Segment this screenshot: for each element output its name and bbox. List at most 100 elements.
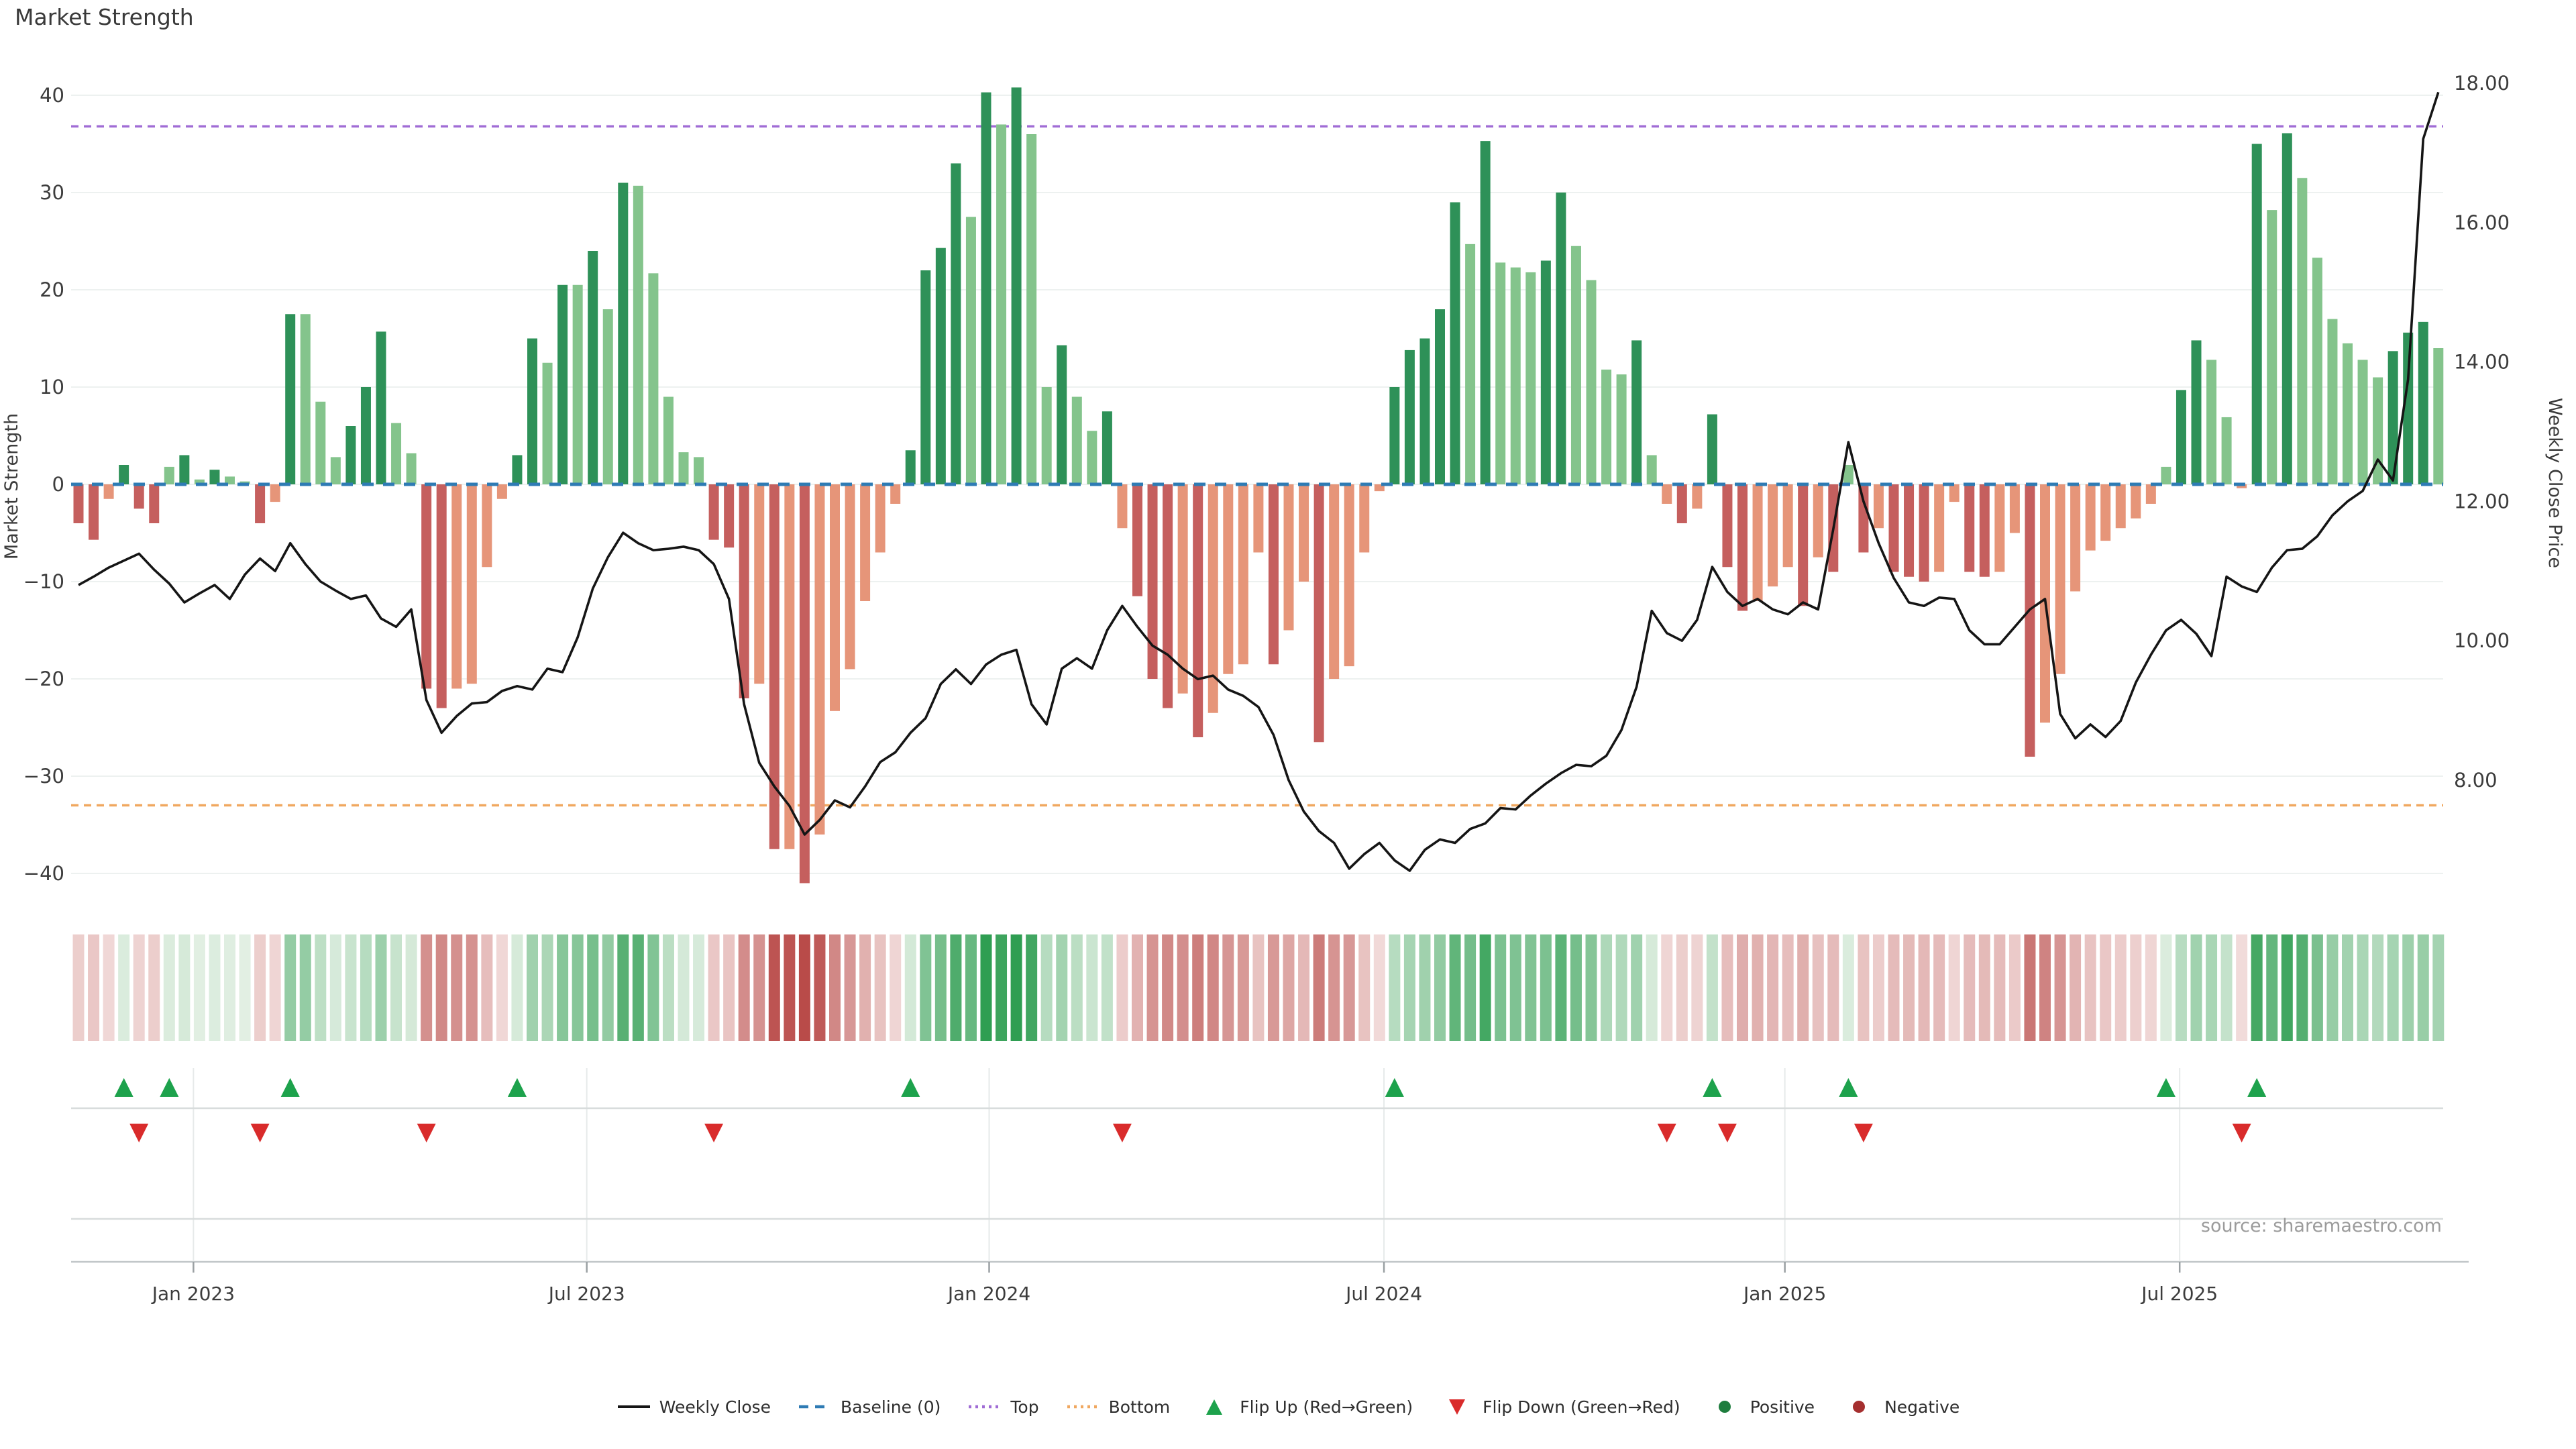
strength-bar bbox=[981, 92, 991, 484]
left-axis: 40 30 20 10 0 −10 −20 −30 −40 Market Strength bbox=[1, 84, 64, 885]
strength-bar bbox=[2357, 360, 2368, 484]
strength-bar bbox=[2025, 484, 2035, 757]
heatmap-cell bbox=[2084, 934, 2096, 1041]
strength-bar bbox=[209, 470, 220, 484]
strength-bar bbox=[1238, 484, 1248, 665]
heatmap-cell bbox=[1509, 934, 1521, 1041]
strength-bar bbox=[2403, 332, 2414, 484]
strength-bar bbox=[1646, 455, 1657, 484]
strength-bar bbox=[1934, 484, 1945, 572]
strength-bar bbox=[1193, 484, 1203, 737]
strength-bar bbox=[663, 396, 674, 484]
flip-up-marker bbox=[1385, 1078, 1404, 1097]
heatmap-cell bbox=[178, 934, 191, 1041]
heatmap-cell bbox=[1858, 934, 1870, 1041]
left-axis-tick-label: −10 bbox=[23, 570, 64, 593]
strength-bar bbox=[1495, 262, 1506, 484]
heatmap-cell bbox=[511, 934, 523, 1041]
strength-bar bbox=[2327, 319, 2338, 484]
heatmap-cell bbox=[1525, 934, 1537, 1041]
heatmap-cell bbox=[1555, 934, 1567, 1041]
strength-bar bbox=[875, 484, 885, 553]
heatmap-cell bbox=[1373, 934, 1385, 1041]
strength-bar bbox=[1813, 484, 1823, 557]
strength-bar bbox=[1087, 431, 1097, 484]
strength-bar bbox=[799, 484, 810, 883]
legend-item-1: Baseline (0) bbox=[798, 1397, 941, 1417]
strength-bar bbox=[1888, 484, 1899, 572]
flip-down-marker bbox=[1717, 1124, 1737, 1142]
heatmap-cell bbox=[753, 934, 765, 1041]
legend-label: Flip Down (Green→Red) bbox=[1483, 1397, 1680, 1417]
heatmap-cell bbox=[1903, 934, 1915, 1041]
heatmap-cell bbox=[1601, 934, 1613, 1041]
heatmap-cell bbox=[1495, 934, 1507, 1041]
flip-up-marker bbox=[901, 1078, 920, 1097]
heatmap-cell bbox=[798, 934, 810, 1041]
strength-bar bbox=[2176, 390, 2186, 484]
strength-bar bbox=[345, 426, 356, 484]
legend-label: Weekly Close bbox=[659, 1397, 771, 1417]
heatmap-cell bbox=[405, 934, 417, 1041]
heatmap-strip bbox=[72, 934, 2445, 1041]
strength-bar bbox=[1465, 244, 1476, 484]
heatmap-cell bbox=[1267, 934, 1279, 1041]
heatmap-cell bbox=[2039, 934, 2051, 1041]
strength-bar bbox=[512, 455, 523, 484]
strength-bar bbox=[1268, 484, 1279, 665]
heatmap-cell bbox=[1040, 934, 1053, 1041]
left-axis-tick-label: −20 bbox=[23, 667, 64, 690]
strength-bar bbox=[1601, 369, 1612, 484]
heatmap-cell bbox=[1146, 934, 1159, 1041]
strength-bar bbox=[1283, 484, 1294, 631]
left-axis-tick-label: 0 bbox=[52, 473, 64, 496]
strength-bar bbox=[1586, 280, 1597, 484]
weekly-close-line bbox=[78, 91, 2440, 872]
heatmap-cell bbox=[1721, 934, 1733, 1041]
heatmap-cell bbox=[2024, 934, 2036, 1041]
strength-bar bbox=[1994, 484, 2005, 572]
dot-legend-swatch bbox=[1853, 1401, 1866, 1413]
right-axis-tick-label: 8.00 bbox=[2454, 769, 2498, 792]
legend-item-3: Bottom bbox=[1066, 1397, 1170, 1417]
heatmap-cell bbox=[541, 934, 553, 1041]
heatmap-cell bbox=[1252, 934, 1265, 1041]
strength-bar bbox=[1253, 484, 1264, 553]
strength-bar bbox=[2055, 484, 2065, 674]
strength-bar bbox=[784, 484, 795, 849]
heatmap-cell bbox=[2236, 934, 2248, 1041]
heatmap-cell bbox=[1343, 934, 1355, 1041]
strength-bar bbox=[1419, 338, 1430, 484]
flip-down-marker bbox=[129, 1124, 149, 1142]
heatmap-cell bbox=[1479, 934, 1491, 1041]
strength-bar bbox=[2221, 417, 2232, 484]
flip-down-marker bbox=[2232, 1124, 2251, 1142]
heatmap-cell bbox=[1010, 934, 1022, 1041]
heatmap-cell bbox=[239, 934, 251, 1041]
heatmap-cell bbox=[1994, 934, 2006, 1041]
heatmap-cell bbox=[693, 934, 705, 1041]
flip-down-marker bbox=[250, 1124, 270, 1142]
heatmap-cell bbox=[1026, 934, 1038, 1041]
strength-bar bbox=[103, 484, 114, 499]
heatmap-cell bbox=[980, 934, 992, 1041]
strength-bar bbox=[769, 484, 780, 849]
right-axis-tick-label: 16.00 bbox=[2454, 211, 2510, 234]
strength-bar bbox=[2115, 484, 2126, 529]
strength-bar bbox=[1117, 484, 1128, 529]
strength-bar bbox=[1313, 484, 1324, 743]
strength-bar bbox=[1404, 350, 1415, 484]
legend-label: Baseline (0) bbox=[841, 1397, 941, 1417]
heatmap-cell bbox=[662, 934, 674, 1041]
heatmap-cell bbox=[890, 934, 902, 1041]
strength-bar bbox=[1722, 484, 1733, 568]
heatmap-cell bbox=[1283, 934, 1295, 1041]
tri-up-legend-swatch bbox=[1206, 1399, 1223, 1415]
strength-bar bbox=[1041, 387, 1052, 484]
flip-up-marker bbox=[160, 1078, 179, 1097]
heatmap-cell bbox=[2296, 934, 2308, 1041]
strength-bar bbox=[164, 466, 174, 484]
strength-bar bbox=[1540, 260, 1551, 484]
heatmap-cell bbox=[1540, 934, 1552, 1041]
